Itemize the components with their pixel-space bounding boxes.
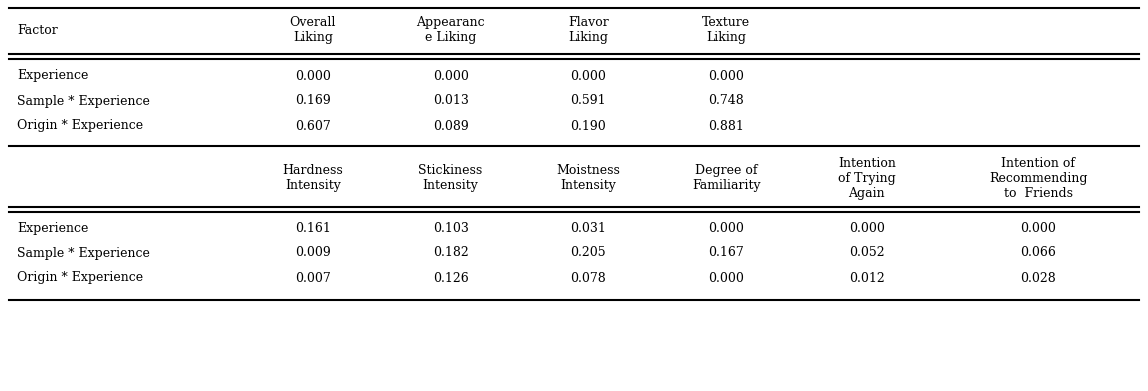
- Text: 0.169: 0.169: [295, 95, 331, 108]
- Text: 0.161: 0.161: [295, 221, 331, 235]
- Text: 0.052: 0.052: [848, 246, 885, 260]
- Text: 0.066: 0.066: [1021, 246, 1056, 260]
- Text: Intention of
Recommending
to  Friends: Intention of Recommending to Friends: [990, 156, 1087, 199]
- Text: 0.031: 0.031: [571, 221, 606, 235]
- Text: 0.013: 0.013: [433, 95, 468, 108]
- Text: 0.000: 0.000: [571, 70, 606, 83]
- Text: 0.103: 0.103: [433, 221, 468, 235]
- Text: Degree of
Familiarity: Degree of Familiarity: [692, 164, 760, 192]
- Text: 0.748: 0.748: [708, 95, 744, 108]
- Text: 0.009: 0.009: [295, 246, 331, 260]
- Text: 0.881: 0.881: [708, 120, 744, 133]
- Text: 0.205: 0.205: [571, 246, 606, 260]
- Text: Texture
Liking: Texture Liking: [703, 16, 750, 44]
- Text: 0.089: 0.089: [433, 120, 468, 133]
- Text: 0.182: 0.182: [433, 246, 468, 260]
- Text: 0.000: 0.000: [295, 70, 331, 83]
- Text: 0.167: 0.167: [708, 246, 744, 260]
- Text: 0.000: 0.000: [708, 70, 744, 83]
- Text: 0.607: 0.607: [295, 120, 331, 133]
- Text: 0.000: 0.000: [848, 221, 885, 235]
- Text: Stickiness
Intensity: Stickiness Intensity: [419, 164, 482, 192]
- Text: Experience: Experience: [17, 70, 88, 83]
- Text: 0.012: 0.012: [848, 271, 885, 285]
- Text: 0.000: 0.000: [708, 221, 744, 235]
- Text: Sample * Experience: Sample * Experience: [17, 246, 150, 260]
- Text: 0.000: 0.000: [433, 70, 468, 83]
- Text: 0.591: 0.591: [571, 95, 606, 108]
- Text: Overall
Liking: Overall Liking: [289, 16, 336, 44]
- Text: Experience: Experience: [17, 221, 88, 235]
- Text: Flavor
Liking: Flavor Liking: [568, 16, 608, 44]
- Text: Hardness
Intensity: Hardness Intensity: [282, 164, 343, 192]
- Text: Origin * Experience: Origin * Experience: [17, 120, 144, 133]
- Text: Origin * Experience: Origin * Experience: [17, 271, 144, 285]
- Text: 0.000: 0.000: [1021, 221, 1056, 235]
- Text: 0.126: 0.126: [433, 271, 468, 285]
- Text: Sample * Experience: Sample * Experience: [17, 95, 150, 108]
- Text: Factor: Factor: [17, 23, 57, 36]
- Text: 0.028: 0.028: [1021, 271, 1056, 285]
- Text: 0.007: 0.007: [295, 271, 331, 285]
- Text: Appearanc
e Liking: Appearanc e Liking: [417, 16, 484, 44]
- Text: 0.000: 0.000: [708, 271, 744, 285]
- Text: Moistness
Intensity: Moistness Intensity: [557, 164, 620, 192]
- Text: 0.078: 0.078: [571, 271, 606, 285]
- Text: Intention
of Trying
Again: Intention of Trying Again: [838, 156, 895, 199]
- Text: 0.190: 0.190: [571, 120, 606, 133]
